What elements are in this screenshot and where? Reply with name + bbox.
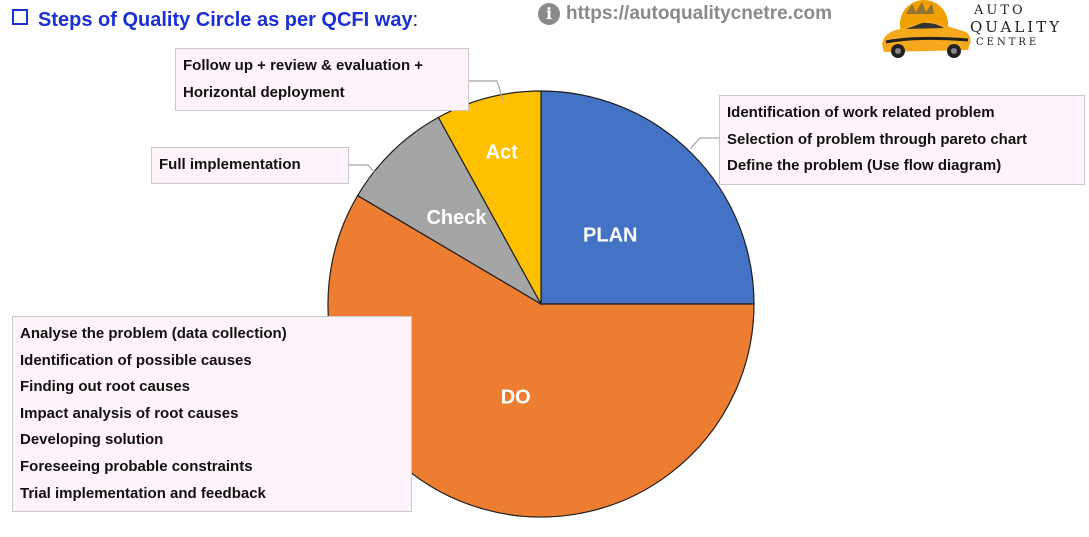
annotation-do-line: Foreseeing probable constraints (20, 457, 253, 475)
annotation-do-line: Identification of possible causes (20, 351, 252, 369)
annotation-check: Full implementation (151, 147, 349, 184)
car-icon (882, 0, 971, 58)
annotation-plan-line: Selection of problem through pareto char… (727, 130, 1028, 148)
annotation-do-line: Finding out root causes (20, 378, 191, 396)
annotation-plan-line: Identification of work related problem (727, 104, 995, 121)
logo-line-2: QUALITY (970, 18, 1063, 36)
logo-text: AUTO QUALITY CENTRE (970, 4, 1062, 48)
annotation-do: Analyse the problem (data collection) Ide… (12, 316, 412, 513)
annotation-check-line: Full implementation (159, 156, 301, 173)
slice-label-do: DO (501, 386, 531, 408)
leader-check (349, 164, 379, 177)
leader-act (469, 80, 504, 101)
annotation-act: Follow up + review & evaluation + Horizon… (175, 48, 469, 112)
annotation-do-line: Impact analysis of root causes (20, 404, 239, 422)
annotation-act-line: Follow up + review & evaluation + (183, 57, 424, 74)
pie-slice-check (356, 116, 543, 306)
pie-slice-act (437, 90, 542, 305)
title-text: Steps of Quality Circle as per QCFI way (38, 9, 413, 31)
logo-line-1: AUTO (974, 3, 1026, 18)
annotation-do-line: Trial implementation and feedback (20, 484, 266, 502)
title-colon: : (412, 9, 419, 31)
slice-label-plan: PLAN (583, 225, 637, 247)
annotation-do-line: Developing solution (20, 431, 164, 449)
slice-label-check: Check (426, 207, 487, 229)
website-url[interactable]: i https://autoqualitycnetre.com (538, 3, 832, 25)
logo-line-3: CENTRE (976, 37, 1040, 48)
page-title: Steps of Quality Circle as per QCFI way: (12, 9, 418, 32)
checkbox-bullet-icon (12, 9, 28, 25)
leader-lines (349, 80, 719, 177)
pie-slices (327, 90, 755, 518)
website-text: https://autoqualitycnetre.com (566, 3, 833, 24)
pie-slice-plan (540, 90, 755, 305)
slice-labels: PLAN DO Check Act (426, 141, 637, 408)
annotation-plan: Identification of work related problem Se… (719, 95, 1085, 185)
slice-label-act: Act (486, 141, 519, 163)
annotation-do-line: Analyse the problem (data collection) (20, 325, 287, 342)
pie-slice-do (327, 194, 755, 518)
annotation-plan-line: Define the problem (Use flow diagram) (727, 157, 1002, 175)
annotation-act-line: Horizontal deployment (183, 83, 345, 101)
logo: AUTO QUALITY CENTRE (876, 0, 1076, 62)
info-icon: i (538, 3, 560, 25)
leader-plan (689, 137, 719, 150)
